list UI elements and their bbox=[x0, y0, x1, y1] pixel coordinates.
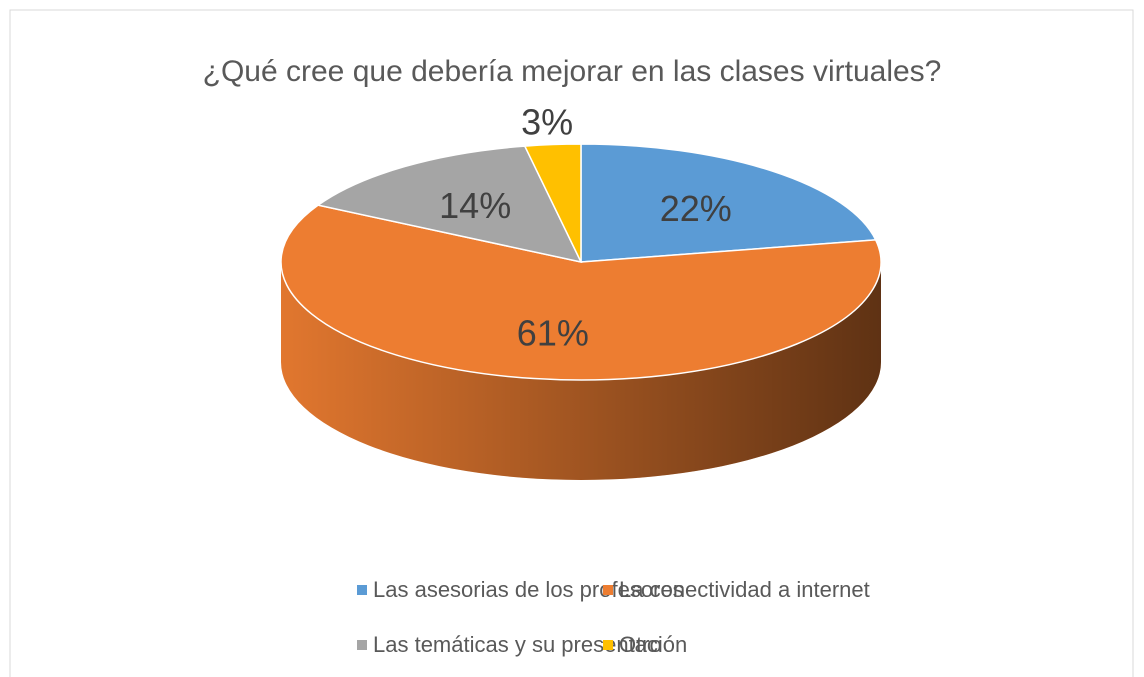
legend-swatch bbox=[603, 640, 613, 650]
legend-label: Las asesorias de los profesores bbox=[373, 577, 684, 602]
pie-slice bbox=[580, 143, 877, 263]
data-label: 22% bbox=[660, 188, 732, 229]
pie-slice bbox=[280, 204, 882, 381]
legend-label: La conectividad a internet bbox=[619, 577, 870, 602]
data-label: 14% bbox=[439, 185, 511, 226]
data-label: 3% bbox=[521, 102, 573, 143]
pie-slice bbox=[316, 145, 583, 264]
pie-slice bbox=[523, 143, 582, 263]
legend-label: Las temáticas y su presentación bbox=[373, 632, 687, 657]
pie-side-shade bbox=[281, 262, 881, 480]
chart-title: ¿Qué cree que debería mejorar en las cla… bbox=[203, 55, 942, 88]
legend-swatch bbox=[357, 640, 367, 650]
data-label: 61% bbox=[517, 312, 589, 353]
legend-swatch bbox=[357, 585, 367, 595]
legend-swatch bbox=[603, 585, 613, 595]
legend-label: Otro bbox=[619, 632, 662, 657]
